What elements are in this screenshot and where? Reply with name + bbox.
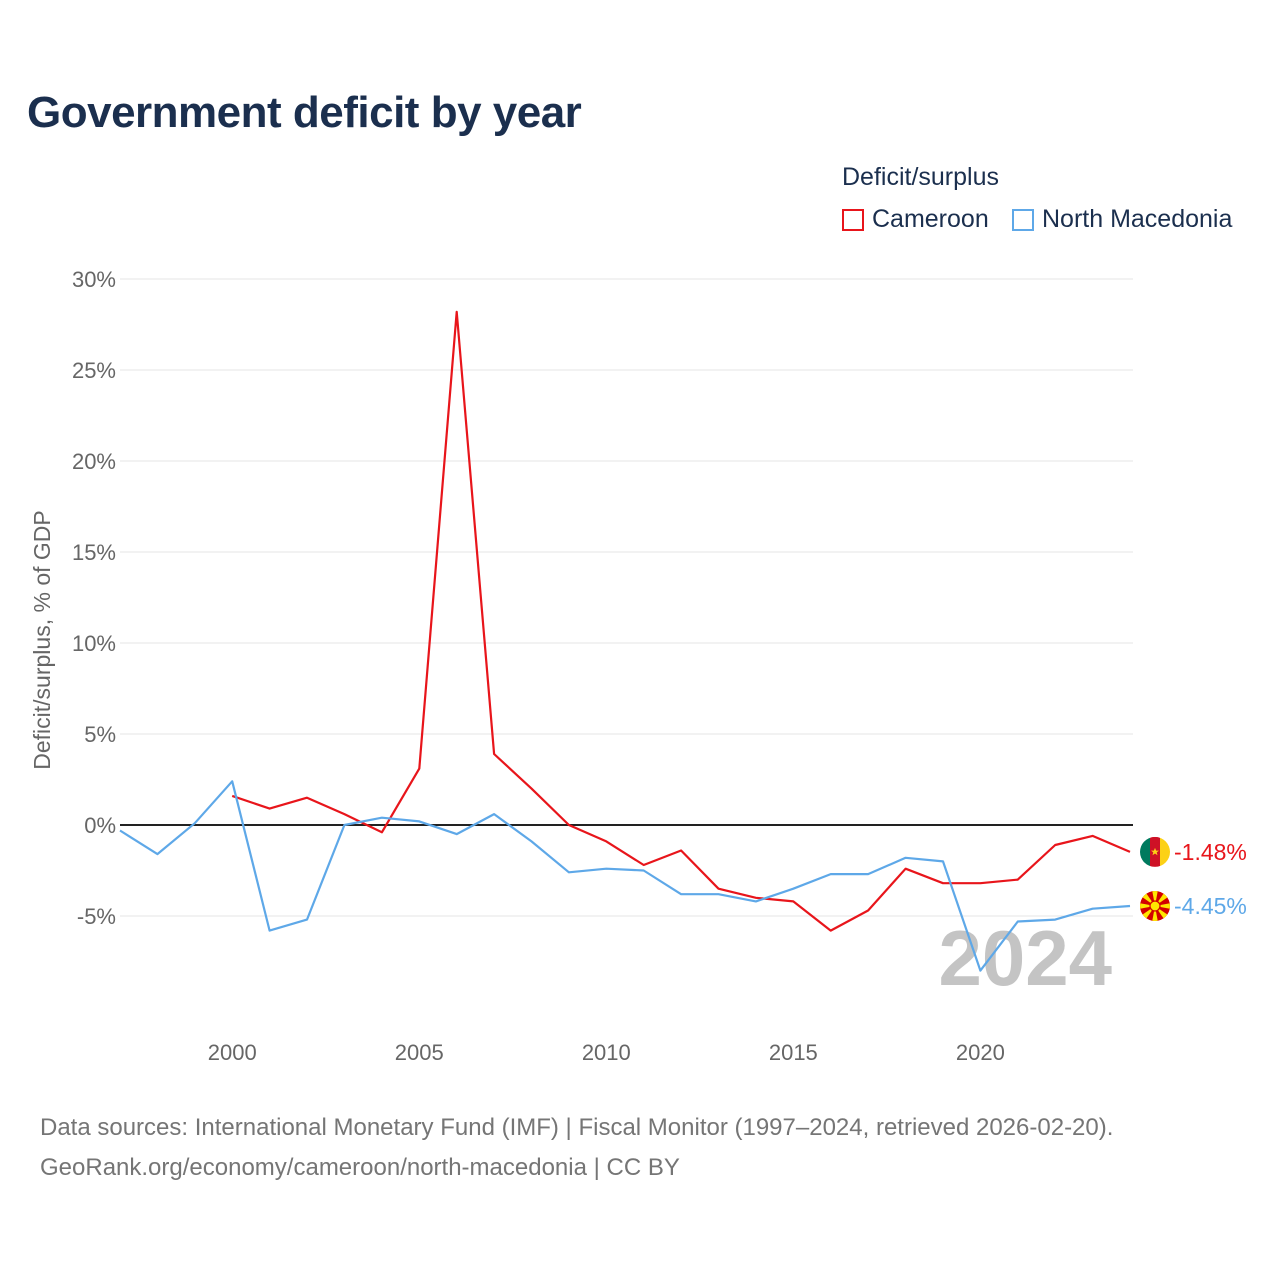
y-tick-label: 0% (84, 813, 116, 838)
y-axis-title: Deficit/surplus, % of GDP (29, 510, 55, 769)
y-tick-label: 30% (72, 267, 116, 292)
x-tick-label: 2005 (395, 1040, 444, 1065)
north-macedonia-flag-icon (1140, 890, 1170, 921)
series-line-north-macedonia[interactable] (119, 780, 1131, 972)
source-line-2[interactable]: GeoRank.org/economy/cameroon/north-maced… (40, 1154, 680, 1181)
line-chart: 30%25%20%15%10%5%0%-5% 2000 2005 2010 2015 2… (29, 267, 1247, 1065)
x-tick-label: 2000 (208, 1040, 257, 1065)
x-tick-label: 2015 (769, 1040, 818, 1065)
end-labels: -1.48% -4.45% (1140, 836, 1247, 921)
source-note: Data sources: International Monetary Fun… (40, 1108, 1113, 1188)
y-tick-label: 20% (72, 449, 116, 474)
y-tick-label: -5% (77, 904, 116, 929)
y-tick-label: 10% (72, 631, 116, 656)
x-tick-label: 2010 (582, 1040, 631, 1065)
series-lines (119, 310, 1131, 972)
legend-swatch-cameroon (842, 208, 864, 231)
y-axis-ticks: 30% 25% 20% 15% 10% 5% 0% -5% (72, 267, 116, 929)
source-line-1: Data sources: International Monetary Fun… (40, 1114, 1114, 1141)
legend-swatch-north-macedonia (1012, 208, 1034, 231)
legend-title: Deficit/surplus (842, 163, 999, 191)
y-tick-label: 5% (84, 722, 116, 747)
cameroon-flag-icon (1140, 836, 1170, 867)
end-value-label: -4.45% (1174, 893, 1247, 919)
y-tick-label: 25% (72, 358, 116, 383)
legend-item-cameroon[interactable]: Cameroon (842, 205, 989, 234)
legend-label-cameroon: Cameroon (872, 205, 989, 233)
gridlines (120, 278, 1133, 917)
x-axis-ticks: 2000 2005 2010 2015 2020 (208, 1040, 1005, 1065)
x-tick-label: 2020 (956, 1040, 1005, 1065)
year-watermark: 2024 (938, 914, 1112, 1002)
y-tick-label: 15% (72, 540, 116, 565)
chart-title: Government deficit by year (27, 88, 582, 137)
legend-label-north-macedonia: North Macedonia (1042, 205, 1233, 233)
legend-item-north-macedonia[interactable]: North Macedonia (1012, 205, 1232, 234)
end-value-label: -1.48% (1174, 839, 1247, 865)
series-line-cameroon[interactable] (231, 310, 1131, 932)
